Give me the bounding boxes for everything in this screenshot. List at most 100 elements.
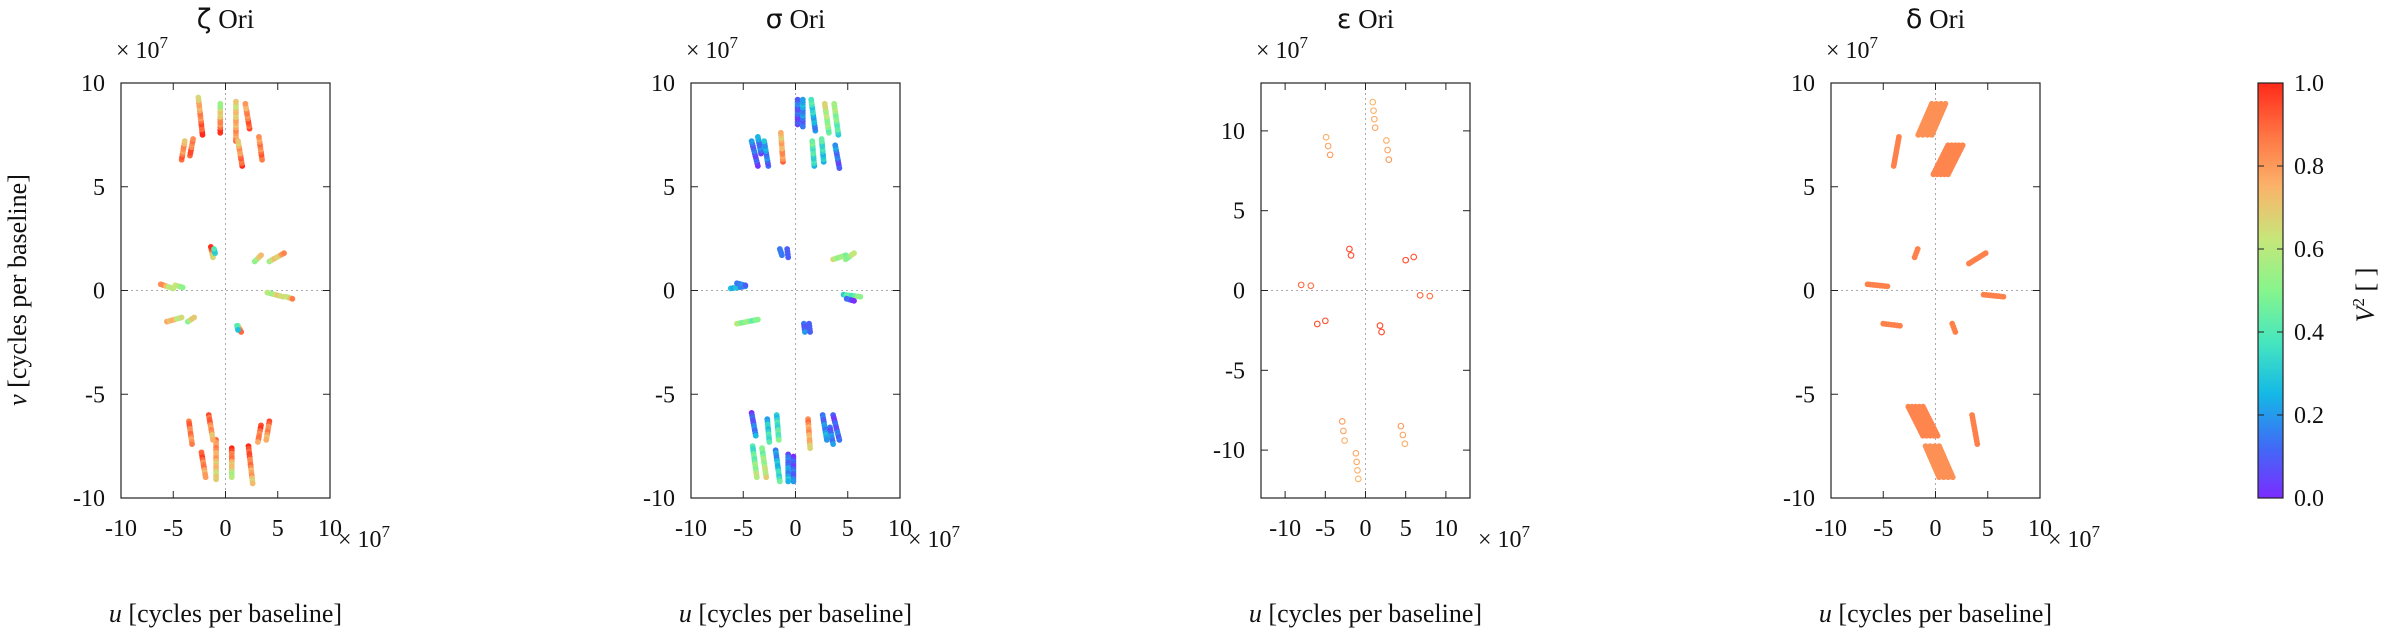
colorbar-tick-label: 0.6 <box>2294 237 2324 263</box>
uv-point <box>191 314 198 321</box>
uv-track <box>251 252 264 265</box>
uv-point <box>1353 458 1361 466</box>
x-tick-label: -5 <box>1315 516 1335 542</box>
uv-track <box>164 314 185 325</box>
uv-point <box>1384 146 1391 154</box>
uv-track <box>264 289 286 300</box>
title-star-symbol: δ <box>1906 4 1923 35</box>
uv-track <box>1864 281 1891 290</box>
x-tick-label: 0 <box>790 516 802 542</box>
x-tick-label: -10 <box>1269 516 1301 542</box>
uv-point <box>807 445 814 452</box>
uv-track <box>1338 418 1348 444</box>
title-constellation: Ori <box>1351 4 1394 34</box>
y-tick-label: 5 <box>663 175 675 201</box>
uv-point <box>807 329 814 335</box>
uv-point <box>1416 291 1424 299</box>
x-tick-label: 0 <box>1930 516 1942 542</box>
uv-point <box>242 100 249 107</box>
uv-track <box>809 138 818 169</box>
uv-point <box>761 138 768 145</box>
title-constellation: Ori <box>211 4 254 34</box>
uv-track <box>1352 449 1362 483</box>
colorbar-tick-label: 0.2 <box>2294 403 2324 429</box>
uv-track <box>827 424 837 447</box>
uv-point <box>818 136 825 142</box>
uv-track <box>734 316 761 327</box>
y-tick-label: 0 <box>1233 279 1245 305</box>
title-star-symbol: ε <box>1337 4 1352 35</box>
x-tick-label: 5 <box>1982 516 1994 542</box>
uv-point <box>1321 317 1329 325</box>
uv-track <box>748 410 759 439</box>
uv-point <box>752 432 759 439</box>
x-tick-label: 10 <box>888 516 912 542</box>
uv-point <box>809 138 816 145</box>
y-tick-label: 0 <box>663 279 675 305</box>
uv-track <box>228 445 235 481</box>
uv-point <box>748 138 755 145</box>
uv-track <box>842 250 857 263</box>
uv-point <box>211 246 217 252</box>
y-axis-label: v [cycles per baseline] <box>3 174 32 406</box>
uv-track <box>784 246 792 261</box>
y-tick-label: 10 <box>1221 119 1245 145</box>
y-tick-label: 5 <box>1803 175 1815 201</box>
uv-track <box>178 138 188 163</box>
uv-panel-2: ε Ori × 107 -10 -5 0 5 10 -10 -5 0 5 10 × 107 u [cycl… <box>1213 4 1531 628</box>
x-tick-label: 0 <box>220 516 232 542</box>
uv-point <box>831 100 838 107</box>
y-scale-multiplier: × 107 <box>686 33 739 64</box>
uv-point <box>823 437 830 443</box>
x-scale-multiplier: × 107 <box>1478 522 1531 553</box>
uv-track <box>187 136 197 159</box>
uv-track <box>266 250 287 265</box>
uv-point <box>754 316 761 323</box>
uv-point <box>1399 431 1407 439</box>
uv-point <box>1376 322 1384 329</box>
uv-track <box>1966 250 1989 267</box>
uv-point <box>785 478 792 485</box>
uv-track <box>806 320 814 335</box>
uv-track <box>818 136 827 165</box>
uv-point <box>1378 328 1385 336</box>
uv-point <box>1352 449 1360 457</box>
uv-track <box>772 447 783 485</box>
x-tick-label: 10 <box>2028 516 2052 542</box>
uv-track <box>761 138 772 169</box>
uv-point <box>1340 427 1347 435</box>
uv-point <box>1354 475 1362 483</box>
uv-point <box>1322 133 1330 141</box>
uv-point <box>181 138 188 145</box>
uv-track <box>764 416 773 445</box>
uv-track <box>1911 246 1921 261</box>
y-tick-label: -10 <box>73 486 105 512</box>
uv-point <box>1914 246 1921 252</box>
uv-point <box>784 246 791 252</box>
uv-track <box>211 246 218 257</box>
uv-point <box>799 96 806 103</box>
uv-point <box>179 284 186 291</box>
uv-track <box>773 412 782 443</box>
uv-point <box>1982 250 1989 257</box>
uv-point <box>830 441 837 447</box>
uv-track <box>198 449 209 481</box>
y-tick-label: -5 <box>85 382 105 408</box>
uv-track <box>759 445 770 481</box>
uv-track <box>830 412 843 443</box>
uv-track <box>1346 245 1355 259</box>
colorbar-tick-label: 0.8 <box>2294 154 2324 180</box>
y-tick-label: 5 <box>93 175 105 201</box>
uv-track <box>748 138 761 169</box>
uv-track <box>785 451 792 485</box>
uv-track <box>799 96 806 130</box>
uv-point <box>1341 437 1348 444</box>
uv-track <box>186 418 195 447</box>
uv-point <box>857 293 864 300</box>
uv-point <box>1942 100 1949 107</box>
uv-track <box>1383 137 1393 163</box>
uv-track <box>800 320 808 335</box>
x-tick-label: 5 <box>842 516 854 542</box>
x-tick-label: 5 <box>1400 516 1412 542</box>
